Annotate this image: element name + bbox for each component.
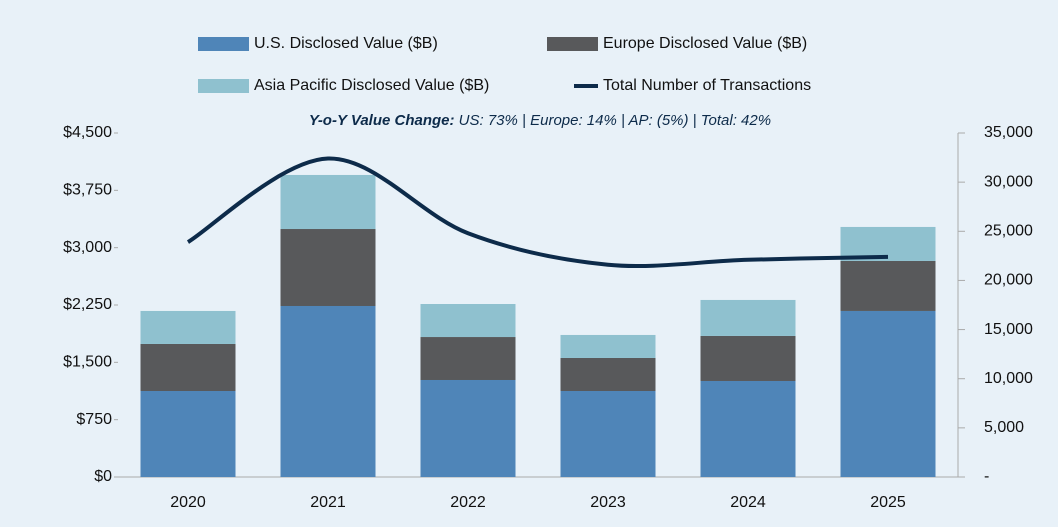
y2-tick-label: 20,000 — [984, 272, 1033, 289]
bar-segment — [560, 357, 656, 391]
y-tick-label: $3,000 — [63, 239, 112, 256]
annotation-label: Y-o-Y Value Change: — [309, 112, 455, 129]
bar-segment — [700, 299, 796, 336]
y-tick-label: $4,500 — [63, 124, 112, 141]
legend-label: Europe Disclosed Value ($B) — [603, 35, 807, 52]
x-tick-label: 2025 — [870, 494, 906, 511]
bar-segment — [420, 304, 516, 338]
y2-tick-label: - — [984, 468, 989, 485]
y2-tick-label: 30,000 — [984, 173, 1033, 190]
x-tick-label: 2021 — [310, 494, 346, 511]
y2-tick-label: 10,000 — [984, 370, 1033, 387]
bar-segment — [700, 335, 796, 381]
x-tick-label: 2020 — [170, 494, 206, 511]
x-tick-label: 2024 — [730, 494, 766, 511]
legend-swatch — [198, 79, 249, 93]
bar-segment — [140, 343, 236, 391]
y2-tick-label: 35,000 — [984, 124, 1033, 141]
legend-label: U.S. Disclosed Value ($B) — [254, 35, 438, 52]
legend-label: Asia Pacific Disclosed Value ($B) — [254, 77, 489, 94]
legend-swatch — [547, 37, 598, 51]
y2-tick-label: 5,000 — [984, 419, 1024, 436]
y2-tick-label: 15,000 — [984, 321, 1033, 338]
y-tick-label: $750 — [76, 411, 112, 428]
annotation: Y-o-Y Value Change: US: 73% | Europe: 14… — [309, 112, 771, 129]
legend-label: Total Number of Transactions — [603, 77, 811, 94]
bar-segment — [840, 226, 936, 261]
y2-tick-label: 25,000 — [984, 223, 1033, 240]
y-tick-label: $3,750 — [63, 182, 112, 199]
bar-segment — [560, 334, 656, 358]
x-tick-label: 2022 — [450, 494, 486, 511]
bar-segment — [280, 229, 376, 306]
bar-segment — [560, 391, 656, 477]
bar-segment — [280, 305, 376, 477]
annotation-text: US: 73% | Europe: 14% | AP: (5%) | Total… — [459, 112, 771, 129]
y-tick-label: $2,250 — [63, 296, 112, 313]
y-tick-label: $0 — [94, 468, 112, 485]
bar-segment — [840, 260, 936, 311]
y-tick-label: $1,500 — [63, 354, 112, 371]
bar-segment — [280, 174, 376, 230]
bar-segment — [700, 380, 796, 477]
line — [186, 156, 889, 268]
bar-segment — [420, 337, 516, 380]
bar-segment — [140, 391, 236, 477]
bar-segment — [840, 310, 936, 477]
bar-segment — [420, 379, 516, 477]
bar-segment — [140, 310, 236, 344]
x-tick-label: 2023 — [590, 494, 626, 511]
legend-swatch — [198, 37, 249, 51]
